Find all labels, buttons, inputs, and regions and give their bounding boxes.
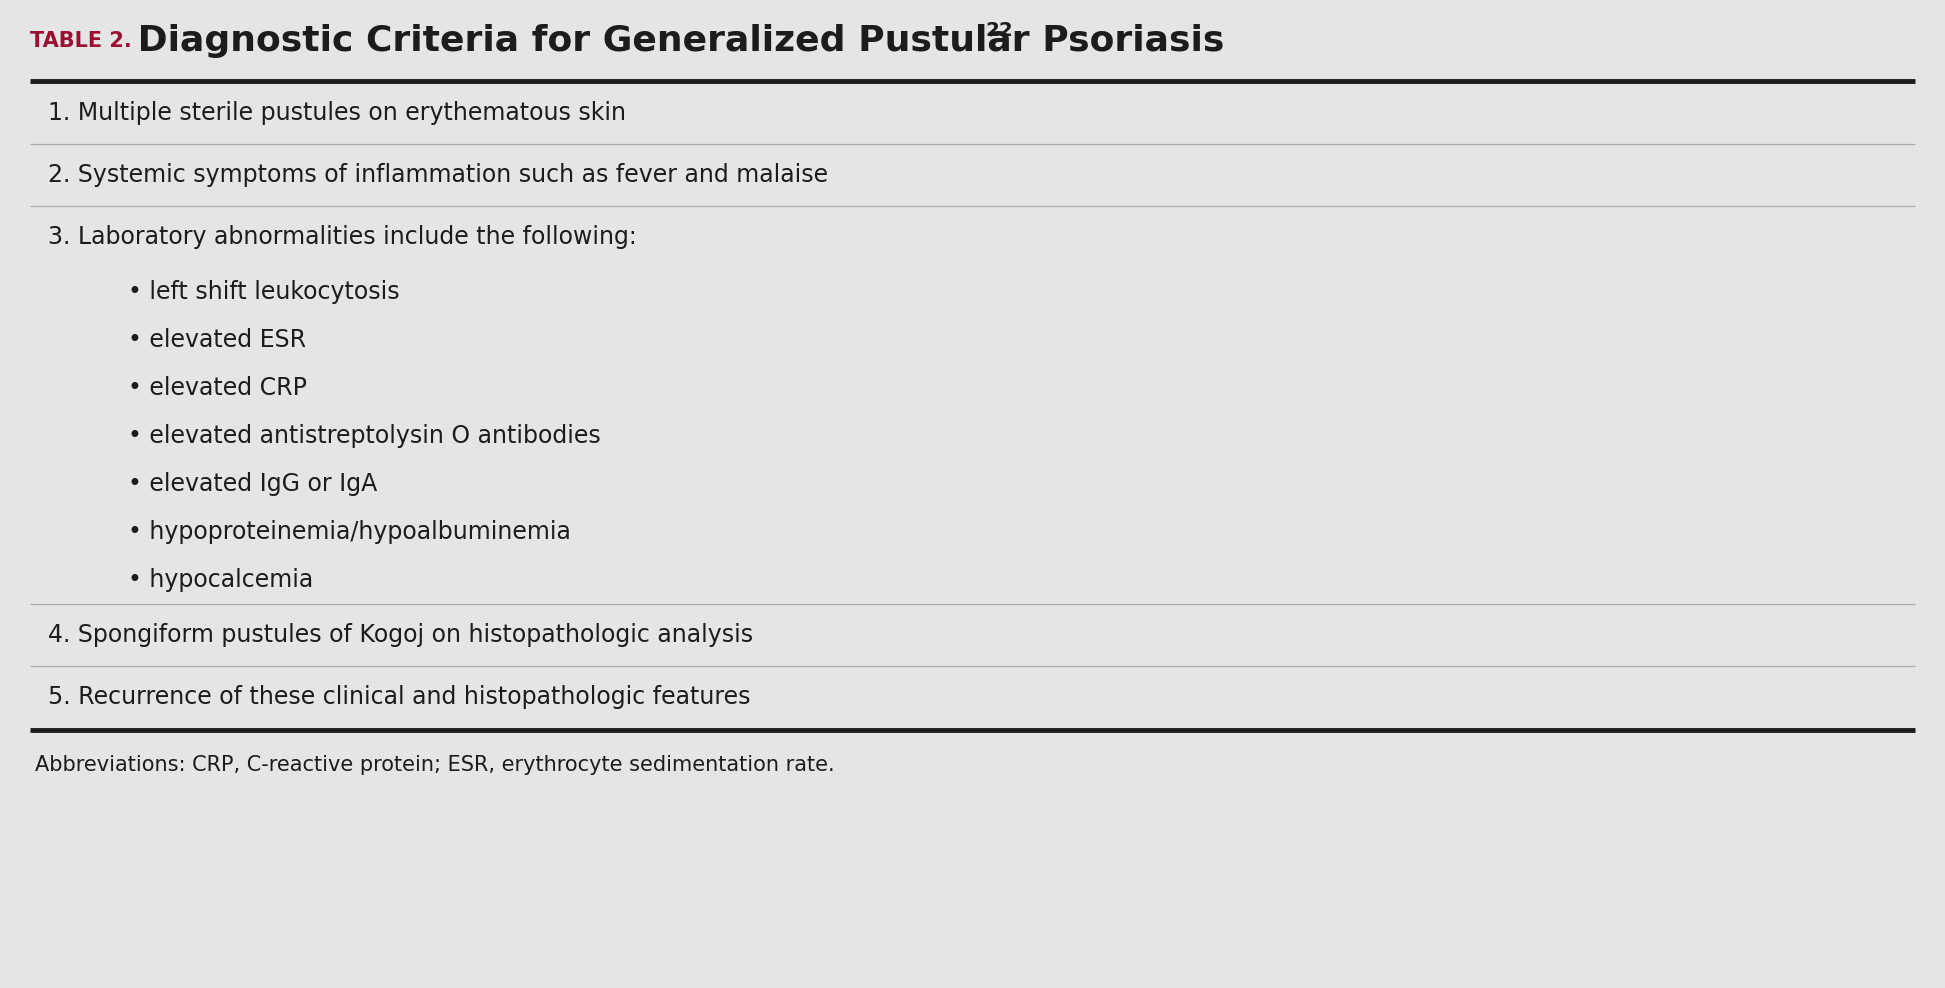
Text: TABLE 2.: TABLE 2. [29, 31, 132, 50]
Text: Abbreviations: CRP, C-reactive protein; ESR, erythrocyte sedimentation rate.: Abbreviations: CRP, C-reactive protein; … [35, 755, 834, 775]
Text: 1. Multiple sterile pustules on erythematous skin: 1. Multiple sterile pustules on erythema… [49, 101, 626, 125]
Text: 22: 22 [984, 21, 1013, 41]
Text: 4. Spongiform pustules of Kogoj on histopathologic analysis: 4. Spongiform pustules of Kogoj on histo… [49, 623, 753, 647]
Text: • left shift leukocytosis: • left shift leukocytosis [128, 280, 399, 304]
Text: Diagnostic Criteria for Generalized Pustular Psoriasis: Diagnostic Criteria for Generalized Pust… [124, 24, 1223, 57]
Text: • hypoproteinemia/hypoalbuminemia: • hypoproteinemia/hypoalbuminemia [128, 520, 572, 544]
Text: • elevated CRP: • elevated CRP [128, 376, 307, 400]
Text: • elevated ESR: • elevated ESR [128, 328, 305, 352]
Text: 2. Systemic symptoms of inflammation such as fever and malaise: 2. Systemic symptoms of inflammation suc… [49, 163, 829, 187]
Text: • elevated IgG or IgA: • elevated IgG or IgA [128, 472, 377, 496]
Text: 3. Laboratory abnormalities include the following:: 3. Laboratory abnormalities include the … [49, 225, 636, 249]
Text: • hypocalcemia: • hypocalcemia [128, 568, 313, 592]
Text: • elevated antistreptolysin O antibodies: • elevated antistreptolysin O antibodies [128, 424, 601, 448]
Text: 5. Recurrence of these clinical and histopathologic features: 5. Recurrence of these clinical and hist… [49, 685, 751, 709]
